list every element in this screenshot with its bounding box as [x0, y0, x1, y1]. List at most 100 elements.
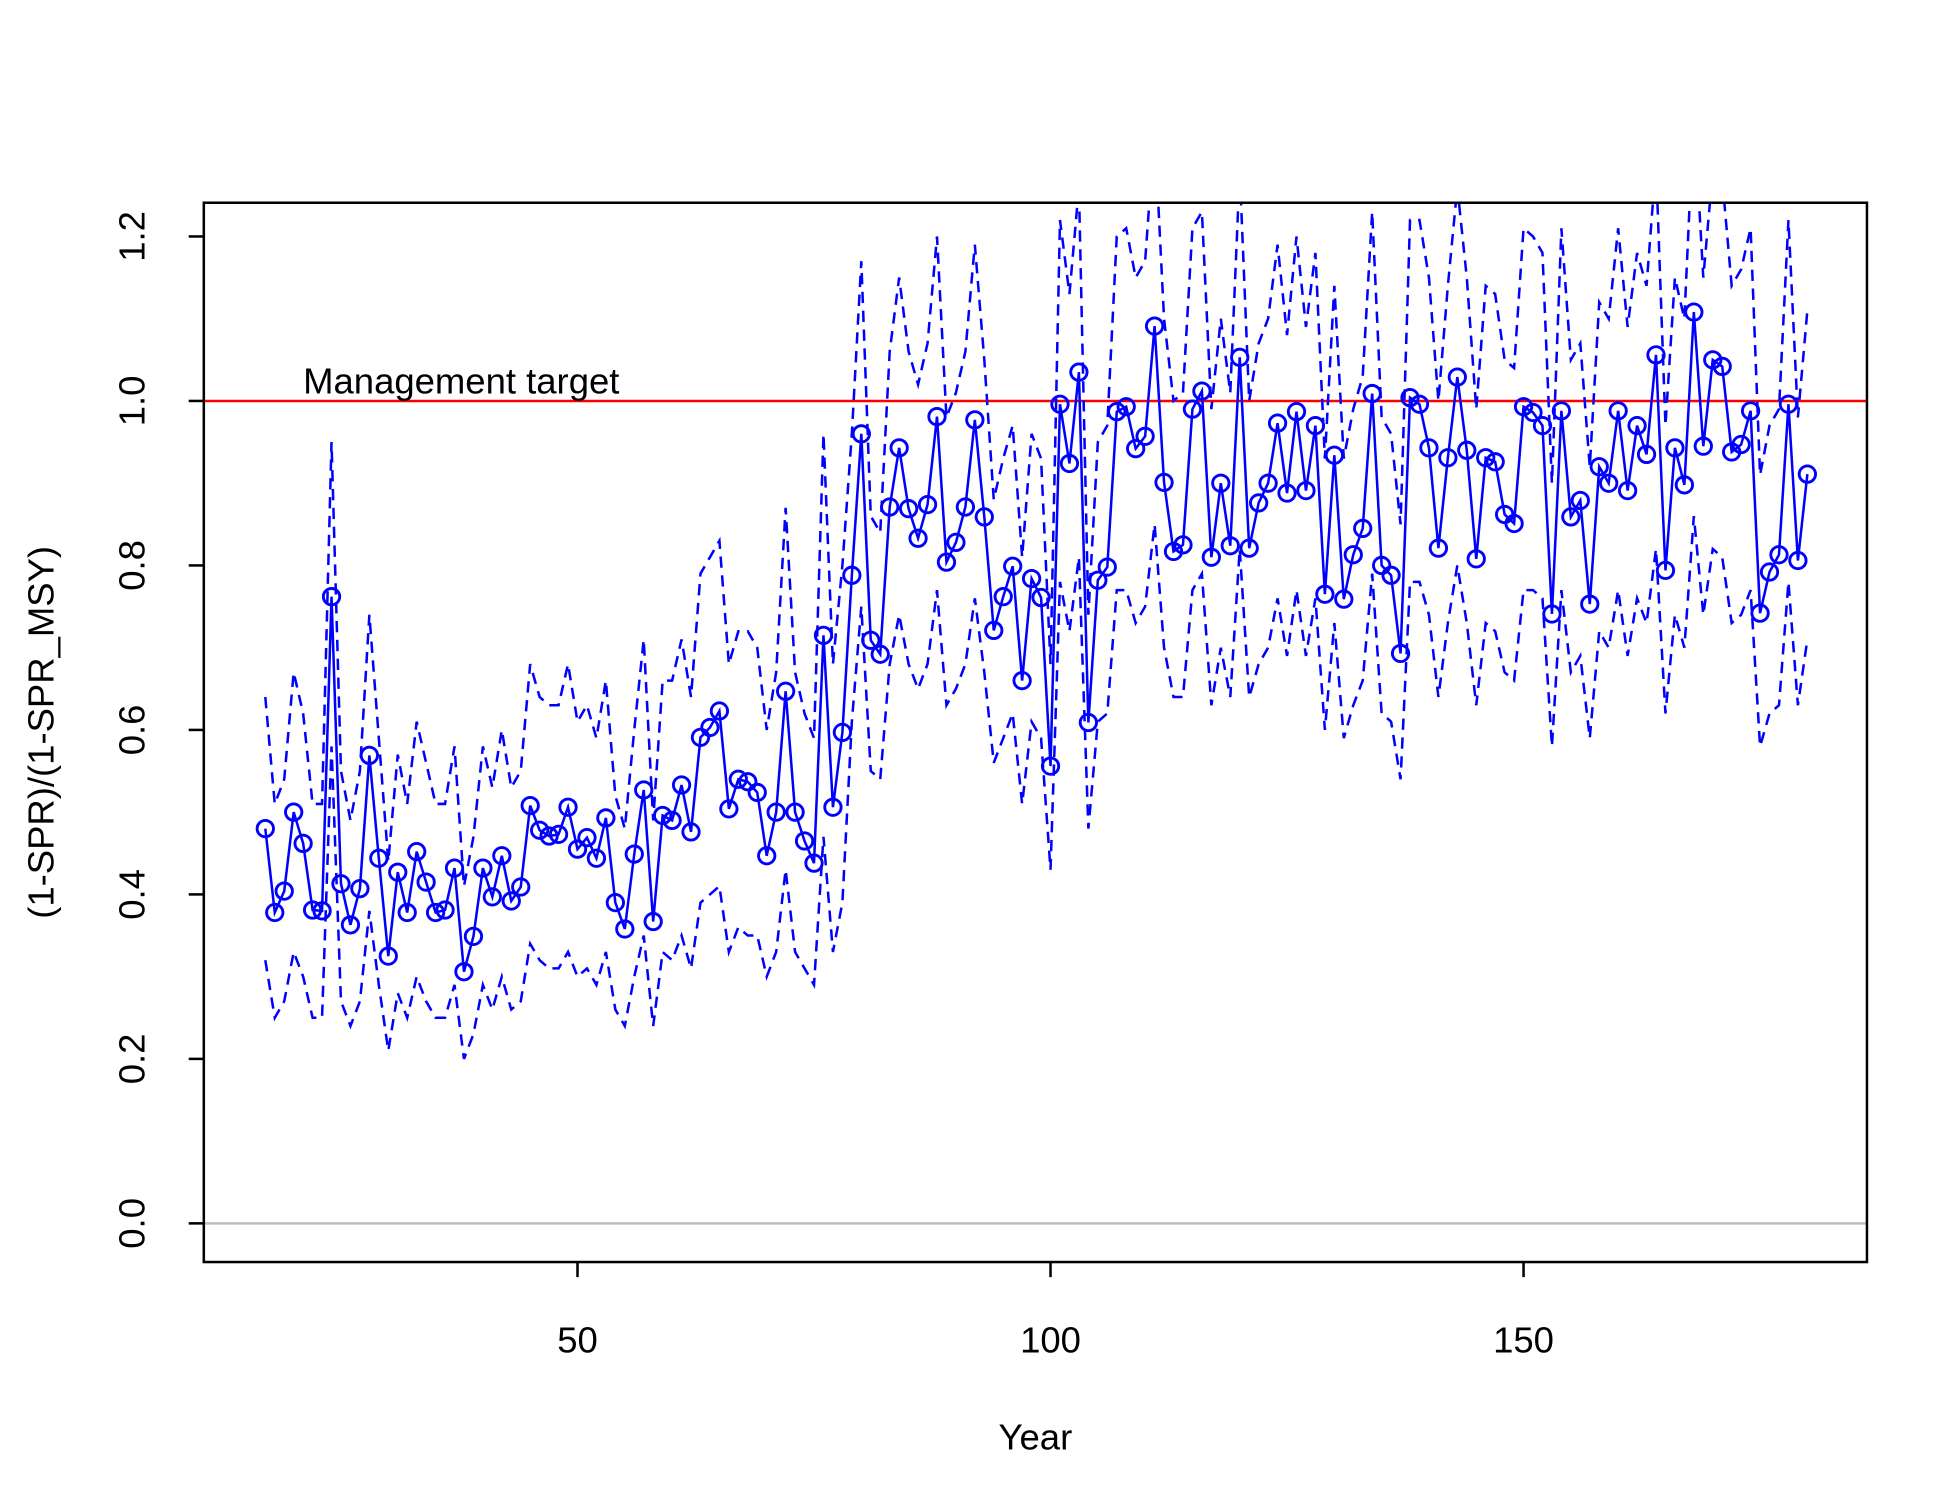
point — [1021, 568, 1042, 589]
point — [1438, 448, 1458, 468]
point — [1759, 562, 1780, 582]
point — [1343, 545, 1363, 565]
point — [719, 799, 739, 819]
point — [284, 802, 304, 822]
point — [425, 902, 446, 923]
y-tick-label: 0.4 — [112, 869, 153, 920]
point — [1182, 399, 1203, 419]
point — [1258, 473, 1278, 493]
point — [1797, 464, 1817, 484]
point — [340, 915, 361, 935]
point — [993, 587, 1013, 607]
point — [530, 820, 550, 840]
dashed-line — [264, 515, 1809, 1060]
point — [539, 826, 559, 846]
point — [1580, 594, 1600, 614]
point — [1353, 518, 1373, 539]
point — [312, 901, 332, 921]
point — [1542, 604, 1562, 624]
point — [870, 644, 890, 664]
point — [407, 842, 427, 862]
point — [1050, 394, 1070, 414]
point — [1561, 507, 1581, 527]
point — [1570, 490, 1590, 511]
point — [1457, 440, 1477, 460]
point — [463, 926, 484, 946]
point — [1154, 472, 1174, 492]
point — [492, 846, 512, 866]
point — [1012, 670, 1032, 691]
point — [965, 410, 985, 430]
point — [416, 872, 436, 892]
point — [1334, 589, 1354, 609]
point — [1173, 535, 1193, 555]
x-axis-label: Year — [999, 1416, 1073, 1457]
point — [643, 911, 663, 932]
point — [1277, 483, 1297, 503]
point — [681, 822, 701, 842]
point — [1551, 401, 1572, 421]
point — [302, 900, 323, 920]
point — [1750, 603, 1770, 623]
point — [776, 681, 796, 701]
point — [1286, 402, 1307, 422]
point — [321, 587, 342, 607]
point — [889, 438, 909, 458]
point — [1646, 345, 1666, 365]
point — [1485, 452, 1505, 472]
point — [1513, 397, 1534, 417]
x-tick-label: 100 — [1020, 1320, 1081, 1361]
point — [1428, 538, 1449, 558]
point — [397, 902, 417, 923]
point — [728, 769, 748, 789]
point — [1466, 549, 1486, 569]
point — [898, 499, 919, 519]
point — [1731, 434, 1751, 455]
point — [1409, 394, 1430, 414]
point — [558, 797, 578, 817]
point — [1135, 426, 1155, 446]
point — [955, 497, 976, 517]
dashed-line — [264, 202, 1809, 887]
point — [1211, 473, 1231, 493]
point — [1059, 453, 1080, 474]
point — [1589, 457, 1609, 477]
point — [567, 839, 588, 859]
point — [785, 802, 805, 822]
point — [1693, 436, 1713, 456]
y-tick-label: 0.8 — [112, 540, 153, 591]
series-line — [264, 312, 1809, 973]
point — [842, 565, 862, 585]
point — [634, 780, 654, 800]
point — [605, 893, 625, 913]
point — [1769, 545, 1789, 565]
point — [577, 828, 597, 848]
point — [700, 717, 720, 738]
point — [482, 887, 502, 907]
point — [1116, 397, 1136, 417]
point — [1126, 439, 1146, 459]
point — [747, 782, 767, 803]
point — [435, 900, 455, 920]
point — [1003, 556, 1023, 576]
point — [1201, 547, 1221, 567]
point — [1655, 560, 1676, 580]
point — [946, 532, 966, 553]
point — [1249, 493, 1269, 513]
y-axis-label: (1-SPR)/(1-SPR_MSY) — [21, 546, 62, 919]
point — [1788, 550, 1808, 571]
point — [1069, 362, 1089, 382]
point — [378, 946, 398, 966]
point — [520, 795, 540, 816]
point — [586, 848, 607, 868]
point — [1267, 413, 1288, 433]
point — [548, 824, 569, 844]
point — [1239, 538, 1259, 558]
point — [1447, 367, 1467, 387]
point — [1078, 712, 1098, 733]
point — [1031, 587, 1051, 608]
x-tick-label: 150 — [1493, 1320, 1554, 1361]
point — [1627, 415, 1647, 436]
point — [1608, 401, 1628, 421]
